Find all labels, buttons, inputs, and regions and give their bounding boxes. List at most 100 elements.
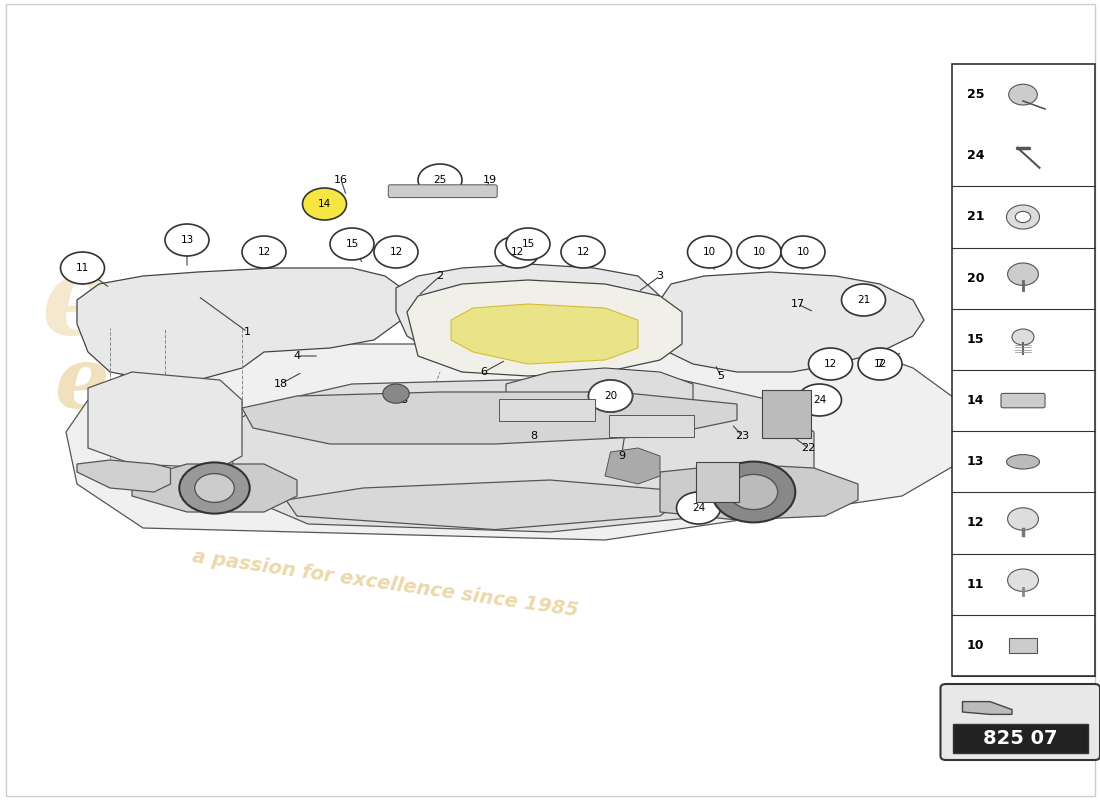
Text: 8: 8 xyxy=(530,431,537,441)
Text: 12: 12 xyxy=(257,247,271,257)
Text: 24: 24 xyxy=(692,503,705,513)
Ellipse shape xyxy=(1006,454,1040,469)
Text: 3: 3 xyxy=(657,271,663,281)
Text: 21: 21 xyxy=(857,295,870,305)
Circle shape xyxy=(506,228,550,260)
Polygon shape xyxy=(962,702,1012,714)
Text: 18: 18 xyxy=(274,379,287,389)
Text: 20: 20 xyxy=(604,391,617,401)
Circle shape xyxy=(495,236,539,268)
Text: 20: 20 xyxy=(604,391,617,401)
Polygon shape xyxy=(286,480,693,530)
Text: 19: 19 xyxy=(483,175,496,185)
Text: 12: 12 xyxy=(510,247,524,257)
Text: 12: 12 xyxy=(873,359,887,369)
Text: 13: 13 xyxy=(180,235,194,245)
Text: 10: 10 xyxy=(967,639,984,652)
Circle shape xyxy=(588,380,632,412)
Text: 2: 2 xyxy=(437,271,443,281)
Text: 12: 12 xyxy=(576,247,590,257)
Circle shape xyxy=(242,236,286,268)
Circle shape xyxy=(1015,211,1031,222)
FancyBboxPatch shape xyxy=(762,390,811,438)
Text: 5: 5 xyxy=(717,371,724,381)
Polygon shape xyxy=(660,464,858,520)
Text: 15: 15 xyxy=(967,333,984,346)
Text: 24: 24 xyxy=(967,150,984,162)
Polygon shape xyxy=(407,280,682,376)
FancyBboxPatch shape xyxy=(696,462,739,502)
Polygon shape xyxy=(605,448,660,484)
Text: 10: 10 xyxy=(796,247,810,257)
Circle shape xyxy=(798,384,842,416)
FancyBboxPatch shape xyxy=(1001,394,1045,408)
Circle shape xyxy=(179,462,250,514)
Circle shape xyxy=(1006,205,1040,229)
Text: 12: 12 xyxy=(967,517,984,530)
Text: 11: 11 xyxy=(967,578,984,590)
Polygon shape xyxy=(77,268,407,380)
Text: 18: 18 xyxy=(395,395,408,405)
Circle shape xyxy=(729,474,778,510)
Text: 7: 7 xyxy=(877,359,883,369)
Text: 12: 12 xyxy=(389,247,403,257)
Polygon shape xyxy=(66,344,957,540)
Circle shape xyxy=(1009,84,1037,105)
Polygon shape xyxy=(77,460,170,492)
Text: erices: erices xyxy=(54,342,342,426)
Circle shape xyxy=(302,188,346,220)
Circle shape xyxy=(60,252,104,284)
Text: 24: 24 xyxy=(813,395,826,405)
Text: e: e xyxy=(42,250,112,358)
Circle shape xyxy=(588,380,632,412)
Circle shape xyxy=(842,284,886,316)
Text: 10: 10 xyxy=(703,247,716,257)
Polygon shape xyxy=(451,304,638,364)
Polygon shape xyxy=(660,272,924,372)
FancyBboxPatch shape xyxy=(952,64,1094,676)
Circle shape xyxy=(418,164,462,196)
Circle shape xyxy=(688,236,732,268)
Text: 15: 15 xyxy=(345,239,359,249)
Text: 9: 9 xyxy=(618,451,625,461)
Text: 11: 11 xyxy=(76,263,89,273)
Text: 6: 6 xyxy=(481,367,487,377)
Circle shape xyxy=(712,462,795,522)
Circle shape xyxy=(561,236,605,268)
FancyBboxPatch shape xyxy=(388,185,497,198)
Circle shape xyxy=(808,348,852,380)
Circle shape xyxy=(165,224,209,256)
Text: 14: 14 xyxy=(967,394,984,407)
Text: 14: 14 xyxy=(318,199,331,209)
Text: 10: 10 xyxy=(752,247,766,257)
Polygon shape xyxy=(88,372,242,468)
Circle shape xyxy=(676,492,720,524)
Text: 4: 4 xyxy=(294,351,300,361)
Text: 21: 21 xyxy=(967,210,984,223)
Text: 17: 17 xyxy=(791,299,804,309)
Circle shape xyxy=(858,348,902,380)
Polygon shape xyxy=(506,368,693,424)
Polygon shape xyxy=(242,392,737,444)
Polygon shape xyxy=(231,380,814,532)
Polygon shape xyxy=(132,464,297,512)
Circle shape xyxy=(737,236,781,268)
Circle shape xyxy=(1008,508,1038,530)
Circle shape xyxy=(195,474,234,502)
FancyBboxPatch shape xyxy=(953,724,1088,753)
Text: 20: 20 xyxy=(967,272,984,285)
FancyBboxPatch shape xyxy=(499,399,595,421)
Text: 25: 25 xyxy=(433,175,447,185)
Circle shape xyxy=(781,236,825,268)
Circle shape xyxy=(383,384,409,403)
Text: 15: 15 xyxy=(521,239,535,249)
Circle shape xyxy=(1012,329,1034,345)
Text: 1: 1 xyxy=(244,327,251,337)
Circle shape xyxy=(1008,569,1038,591)
Text: 25: 25 xyxy=(967,88,984,101)
FancyBboxPatch shape xyxy=(940,684,1100,760)
Text: 16: 16 xyxy=(334,175,348,185)
FancyBboxPatch shape xyxy=(609,415,694,437)
FancyBboxPatch shape xyxy=(1009,638,1037,653)
Polygon shape xyxy=(396,264,660,364)
